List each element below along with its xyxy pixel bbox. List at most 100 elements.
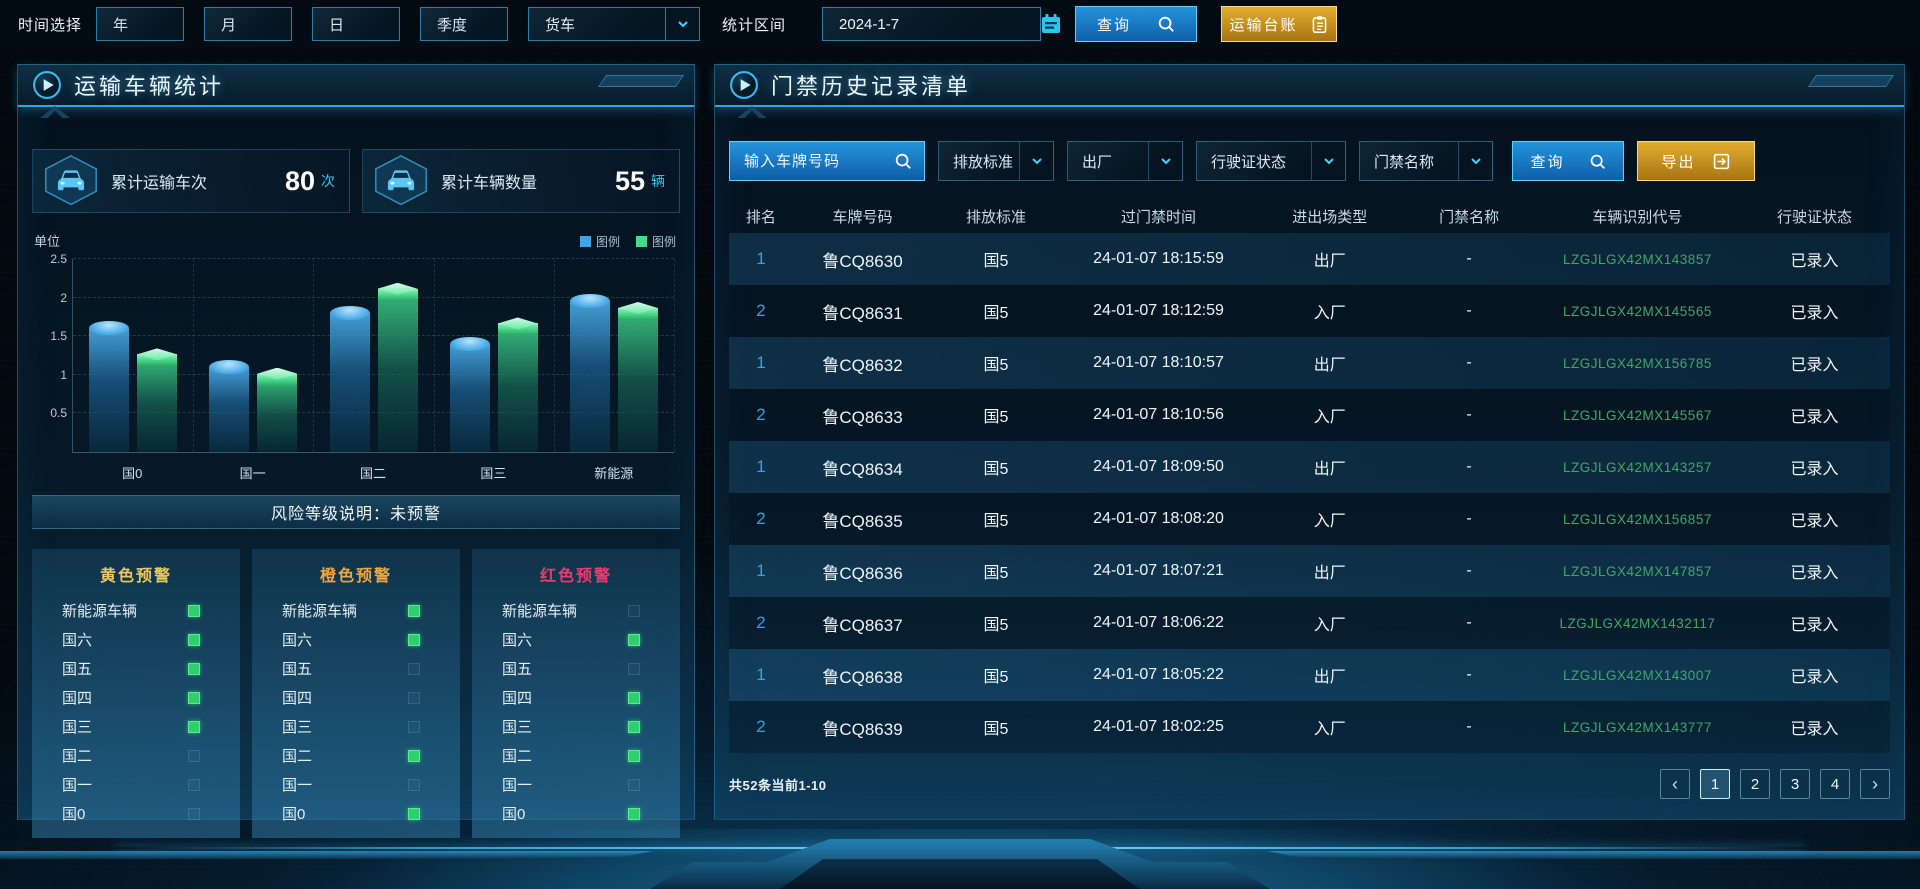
- warning-item-checkbox[interactable]: [188, 662, 200, 675]
- chevron-down-icon: [665, 8, 699, 40]
- warning-item-checkbox[interactable]: [408, 778, 420, 791]
- cell-inout-type: 出厂: [1313, 357, 1346, 374]
- cell-vin[interactable]: LZGJLGX42MX145565: [1563, 303, 1712, 319]
- pager-page-3[interactable]: 3: [1780, 769, 1810, 799]
- warning-item: 国0: [472, 799, 680, 828]
- filter-query-button[interactable]: 查询: [1512, 141, 1624, 181]
- date-picker[interactable]: [822, 7, 1061, 41]
- warning-item-label: 国0: [62, 806, 86, 823]
- filter-dropdown-1[interactable]: 出厂: [1067, 141, 1183, 181]
- cell-vin[interactable]: LZGJLGX42MX143777: [1563, 719, 1712, 735]
- cell-rank: 1: [756, 561, 766, 580]
- warning-item-checkbox[interactable]: [408, 807, 420, 820]
- pager-page-1[interactable]: 1: [1700, 769, 1730, 799]
- table-header-cell: 过门禁时间: [1121, 208, 1197, 226]
- warning-item-checkbox[interactable]: [188, 778, 200, 791]
- vehicle-stats-panel: 运输车辆统计 累计运输车次 80 次 累计车辆数量 55 辆 单位 图例 图例 0.5 1 1.…: [17, 64, 695, 838]
- warning-item-checkbox[interactable]: [408, 720, 420, 733]
- warning-item: 国四: [472, 683, 680, 712]
- cell-plate: 鲁CQ8639: [822, 719, 903, 739]
- cell-vin[interactable]: LZGJLGX42MX156857: [1563, 511, 1712, 527]
- period-button-2[interactable]: 日: [312, 7, 401, 41]
- cell-plate: 鲁CQ8638: [822, 667, 903, 687]
- pager-next-button[interactable]: ›: [1860, 769, 1890, 799]
- cell-vin[interactable]: LZGJLGX42MX143007: [1563, 667, 1712, 683]
- cell-rank: 1: [756, 249, 766, 268]
- warning-item: 国六: [472, 625, 680, 654]
- pager-page-2[interactable]: 2: [1740, 769, 1770, 799]
- legend-item-0[interactable]: 图例: [579, 233, 620, 250]
- search-icon: [1589, 153, 1606, 170]
- chart-legend[interactable]: 图例 图例: [579, 233, 676, 250]
- transport-ledger-button[interactable]: 运输台账: [1221, 6, 1338, 42]
- warning-item-checkbox[interactable]: [188, 604, 200, 617]
- filter-dropdown-2[interactable]: 行驶证状态: [1196, 141, 1346, 181]
- warning-item: 国一: [252, 770, 460, 799]
- bottom-glow-line: [115, 847, 1805, 849]
- pager-page-4[interactable]: 4: [1820, 769, 1850, 799]
- warning-item-checkbox[interactable]: [628, 749, 640, 762]
- export-button[interactable]: 导出: [1637, 141, 1755, 181]
- warning-item-checkbox[interactable]: [408, 633, 420, 646]
- warning-item-checkbox[interactable]: [628, 633, 640, 646]
- table-header-row: 排名 车牌号码 排放标准 过门禁时间 进出场类型 门禁名称 车辆识别代号 行驶证状态: [729, 199, 1890, 233]
- chart-gridline: [73, 258, 674, 259]
- cell-vin[interactable]: LZGJLGX42MX143257: [1563, 459, 1712, 475]
- period-button-0[interactable]: 年: [96, 7, 185, 41]
- legend-label: 图例: [651, 235, 676, 249]
- period-button-1[interactable]: 月: [204, 7, 293, 41]
- warning-item-checkbox[interactable]: [628, 662, 640, 675]
- table-row: 1 鲁CQ8634 国5 24-01-07 18:09:50 出厂 - LZGJLGX42M…: [729, 441, 1890, 493]
- cell-vin[interactable]: LZGJLGX42MX147857: [1563, 563, 1712, 579]
- cell-vin[interactable]: LZGJLGX42MX156785: [1563, 355, 1712, 371]
- period-button-3[interactable]: 季度: [420, 7, 509, 41]
- warning-item-checkbox[interactable]: [628, 691, 640, 704]
- pager-prev-button[interactable]: ‹: [1660, 769, 1690, 799]
- cell-plate: 鲁CQ8630: [822, 251, 903, 271]
- plate-search-input[interactable]: [730, 151, 894, 171]
- cell-gate-time: 24-01-07 18:07:21: [1093, 562, 1224, 579]
- cell-inout-type: 出厂: [1313, 461, 1346, 478]
- cell-gate-name: -: [1466, 666, 1472, 683]
- filter-dropdown-0[interactable]: 排放标准: [938, 141, 1054, 181]
- legend-item-1[interactable]: 图例: [635, 233, 676, 250]
- cell-license-status: 已录入: [1790, 513, 1839, 530]
- warning-item-checkbox[interactable]: [188, 691, 200, 704]
- warning-item-checkbox[interactable]: [188, 807, 200, 820]
- warning-item-checkbox[interactable]: [628, 720, 640, 733]
- table-row: 1 鲁CQ8630 国5 24-01-07 18:15:59 出厂 - LZGJLGX42M…: [729, 233, 1890, 285]
- warning-item-checkbox[interactable]: [408, 662, 420, 675]
- stat-card-0: 累计运输车次 80 次: [32, 149, 350, 213]
- warning-item-checkbox[interactable]: [408, 691, 420, 704]
- filter-dropdown-3[interactable]: 门禁名称: [1359, 141, 1493, 181]
- cell-license-status: 已录入: [1790, 565, 1839, 582]
- car-icon: [43, 154, 99, 208]
- date-input[interactable]: [823, 14, 1041, 34]
- cell-vin[interactable]: LZGJLGX42MX143857: [1563, 251, 1712, 267]
- stat-unit: 辆: [651, 173, 665, 189]
- header-decoration: [1807, 75, 1895, 87]
- cell-vin[interactable]: LZGJLGX42MX1432117: [1559, 615, 1716, 631]
- bar-green-国一: [257, 373, 298, 452]
- warning-item-checkbox[interactable]: [188, 720, 200, 733]
- filter-dropdown-label: 门禁名称: [1374, 153, 1435, 171]
- warning-item-label: 国四: [62, 690, 93, 707]
- legend-label: 图例: [595, 235, 620, 249]
- topbar-query-button[interactable]: 查询: [1075, 6, 1198, 42]
- warning-item-label: 国三: [282, 719, 313, 736]
- plate-search-box[interactable]: [729, 141, 925, 181]
- vehicle-type-select[interactable]: 货车: [528, 7, 701, 41]
- warning-item-checkbox[interactable]: [408, 749, 420, 762]
- warning-item-checkbox[interactable]: [628, 807, 640, 820]
- cell-gate-name: -: [1466, 614, 1472, 631]
- warning-item-checkbox[interactable]: [188, 749, 200, 762]
- warning-item-checkbox[interactable]: [628, 778, 640, 791]
- warning-item-checkbox[interactable]: [188, 633, 200, 646]
- warning-item: 国0: [252, 799, 460, 828]
- warning-item-checkbox[interactable]: [628, 604, 640, 617]
- bar-blue-国0: [89, 321, 130, 452]
- warning-item-checkbox[interactable]: [408, 604, 420, 617]
- cell-vin[interactable]: LZGJLGX42MX145567: [1563, 407, 1712, 423]
- warning-item: 国一: [32, 770, 240, 799]
